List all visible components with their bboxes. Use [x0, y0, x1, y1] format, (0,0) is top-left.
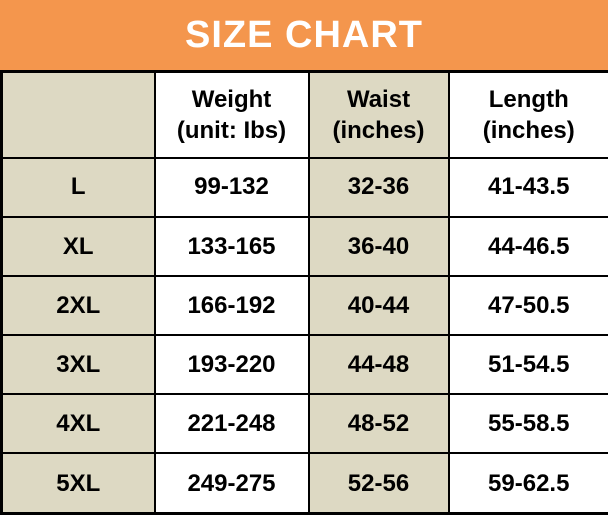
- waist-cell: 32-36: [307, 156, 450, 218]
- table-row: L 99-132 32-36 41-43.5: [0, 156, 608, 218]
- header-waist-unit: (inches): [332, 116, 425, 144]
- waist-cell: 44-48: [307, 334, 450, 396]
- size-cell: 3XL: [0, 334, 156, 396]
- table-row: 5XL 249-275 52-56 59-62.5: [0, 452, 608, 515]
- table-row: XL 133-165 36-40 44-46.5: [0, 215, 608, 277]
- header-length-label: Length: [488, 85, 569, 113]
- header-weight-label: Weight: [191, 85, 272, 113]
- header-length-unit: (inches): [482, 116, 575, 144]
- waist-cell: 36-40: [307, 215, 450, 277]
- size-cell: 4XL: [0, 393, 156, 455]
- banner: SIZE CHART: [0, 0, 608, 70]
- table-header-row: Weight (unit: Ibs) Waist (inches) Length…: [0, 70, 608, 159]
- length-cell: 55-58.5: [447, 393, 608, 455]
- size-cell: 2XL: [0, 274, 156, 337]
- page-title: SIZE CHART: [185, 14, 423, 56]
- header-waist-cell: Waist (inches): [307, 70, 450, 159]
- waist-cell: 48-52: [307, 393, 450, 455]
- size-cell: 5XL: [0, 452, 156, 515]
- weight-cell: 166-192: [153, 274, 310, 337]
- weight-cell: 99-132: [153, 156, 310, 218]
- length-cell: 41-43.5: [447, 156, 608, 218]
- size-cell: XL: [0, 215, 156, 277]
- waist-cell: 52-56: [307, 452, 450, 515]
- header-size-cell: [0, 70, 156, 159]
- length-cell: 59-62.5: [447, 452, 608, 515]
- size-chart-table: Weight (unit: Ibs) Waist (inches) Length…: [0, 70, 608, 515]
- table-row: 2XL 166-192 40-44 47-50.5: [0, 274, 608, 337]
- header-weight-cell: Weight (unit: Ibs): [153, 70, 310, 159]
- weight-cell: 249-275: [153, 452, 310, 515]
- weight-cell: 133-165: [153, 215, 310, 277]
- weight-cell: 221-248: [153, 393, 310, 455]
- header-weight-unit: (unit: Ibs): [176, 116, 287, 144]
- length-cell: 51-54.5: [447, 334, 608, 396]
- table-row: 4XL 221-248 48-52 55-58.5: [0, 393, 608, 455]
- length-cell: 47-50.5: [447, 274, 608, 337]
- weight-cell: 193-220: [153, 334, 310, 396]
- table-row: 3XL 193-220 44-48 51-54.5: [0, 334, 608, 396]
- length-cell: 44-46.5: [447, 215, 608, 277]
- size-cell: L: [0, 156, 156, 218]
- header-waist-label: Waist: [346, 85, 411, 113]
- header-length-cell: Length (inches): [447, 70, 608, 159]
- waist-cell: 40-44: [307, 274, 450, 337]
